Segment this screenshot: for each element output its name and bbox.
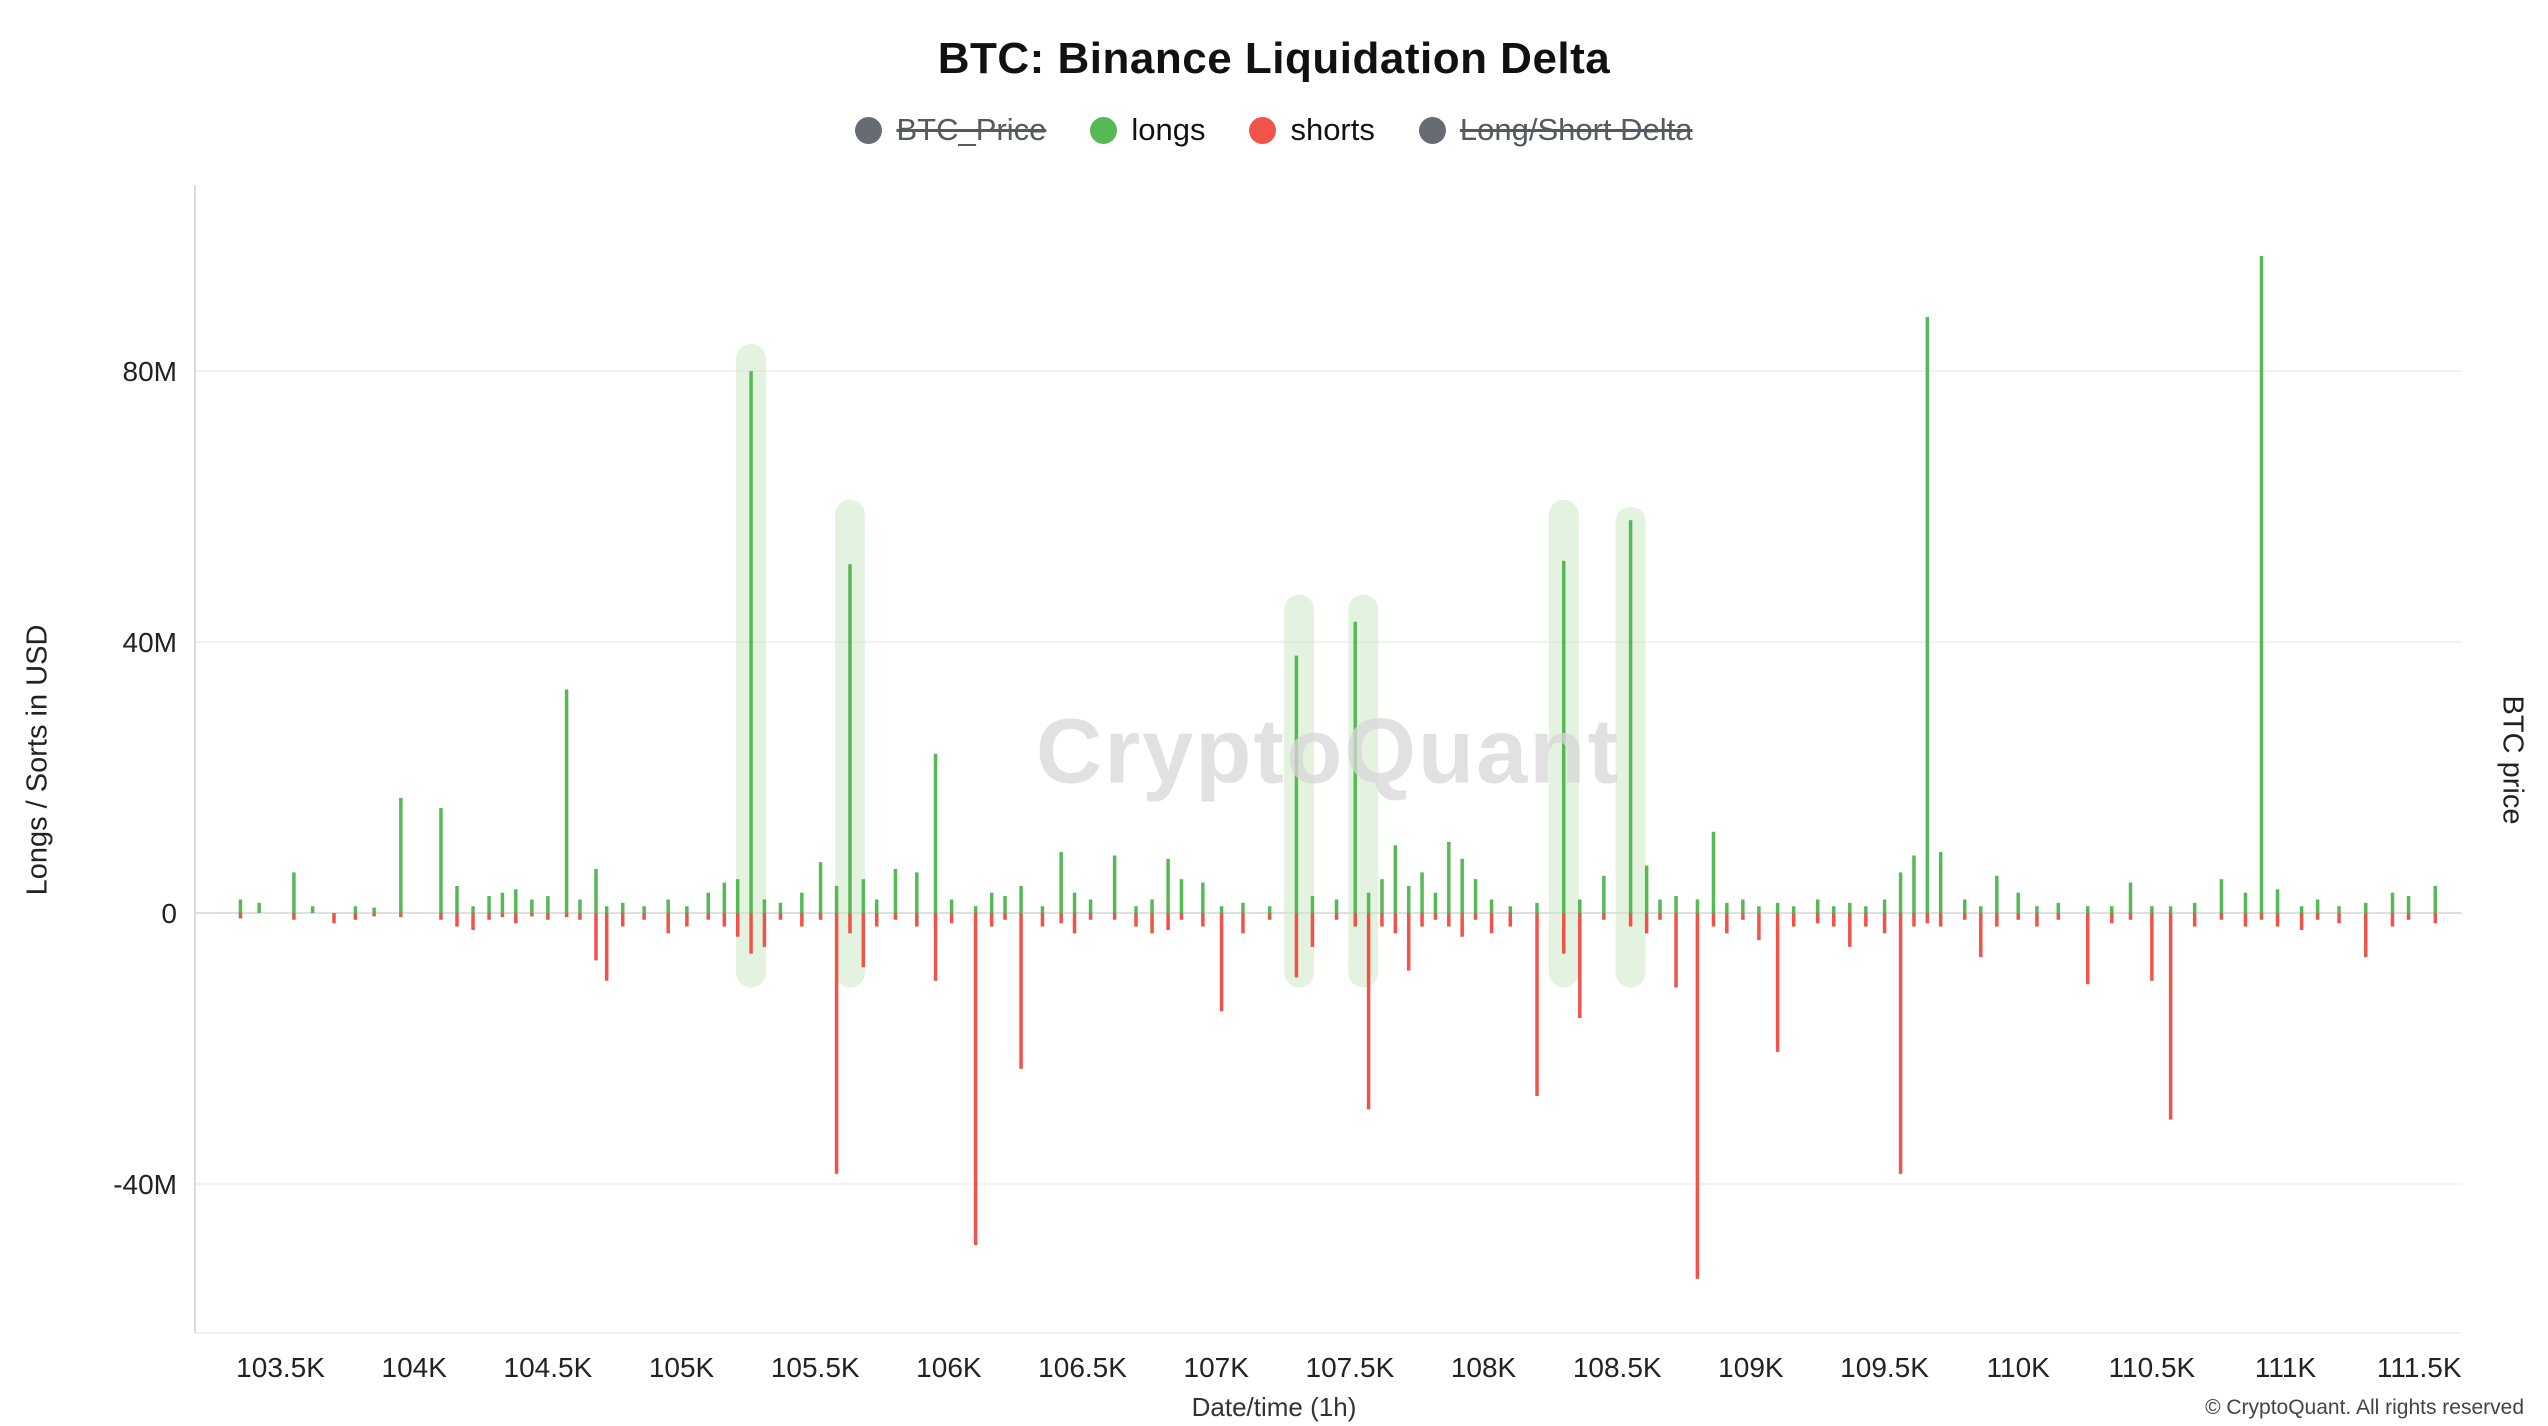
legend: BTC_Price longs shorts Long/Short Delta bbox=[0, 112, 2548, 148]
svg-text:105K: 105K bbox=[649, 1352, 715, 1383]
legend-item-long-short-delta[interactable]: Long/Short Delta bbox=[1418, 112, 1693, 148]
svg-text:0: 0 bbox=[161, 898, 177, 929]
svg-text:104K: 104K bbox=[382, 1352, 448, 1383]
svg-text:106.5K: 106.5K bbox=[1038, 1352, 1127, 1383]
svg-text:108.5K: 108.5K bbox=[1573, 1352, 1662, 1383]
legend-dot-long-short-delta-icon bbox=[1418, 116, 1446, 144]
svg-text:109.5K: 109.5K bbox=[1840, 1352, 1929, 1383]
legend-item-btc-price[interactable]: BTC_Price bbox=[855, 112, 1046, 148]
svg-text:104.5K: 104.5K bbox=[504, 1352, 593, 1383]
x-axis-label: Date/time (1h) bbox=[1191, 1392, 1357, 1422]
svg-text:111K: 111K bbox=[2255, 1352, 2317, 1383]
copyright-text: © CryptoQuant. All rights reserved bbox=[2205, 1396, 2524, 1419]
svg-text:110K: 110K bbox=[1987, 1352, 2051, 1383]
svg-text:110.5K: 110.5K bbox=[2109, 1352, 2196, 1383]
svg-text:103.5K: 103.5K bbox=[236, 1352, 325, 1383]
legend-label-btc-price: BTC_Price bbox=[896, 112, 1047, 147]
legend-label-long-short-delta: Long/Short Delta bbox=[1459, 112, 1693, 147]
legend-dot-shorts-icon bbox=[1249, 116, 1277, 144]
legend-label-shorts: shorts bbox=[1290, 112, 1375, 147]
legend-item-shorts[interactable]: shorts bbox=[1249, 112, 1375, 148]
legend-label-longs: longs bbox=[1131, 112, 1206, 147]
svg-text:107K: 107K bbox=[1184, 1352, 1250, 1383]
svg-text:40M: 40M bbox=[123, 627, 177, 658]
svg-text:80M: 80M bbox=[123, 356, 177, 387]
y-axis-label-right: BTC price bbox=[2496, 695, 2529, 825]
svg-text:106K: 106K bbox=[916, 1352, 982, 1383]
legend-dot-btc-price-icon bbox=[855, 116, 883, 144]
svg-text:111.5K: 111.5K bbox=[2377, 1352, 2462, 1383]
svg-text:109K: 109K bbox=[1718, 1352, 1784, 1383]
svg-text:-40M: -40M bbox=[113, 1169, 177, 1200]
chart-title: BTC: Binance Liquidation Delta bbox=[937, 34, 1611, 83]
svg-text:105.5K: 105.5K bbox=[771, 1352, 860, 1383]
legend-item-longs[interactable]: longs bbox=[1090, 112, 1205, 148]
svg-text:108K: 108K bbox=[1451, 1352, 1517, 1383]
y-axis-label-left: Longs / Sorts in USD bbox=[21, 624, 54, 896]
legend-dot-longs-icon bbox=[1090, 116, 1118, 144]
svg-text:107.5K: 107.5K bbox=[1306, 1352, 1395, 1383]
